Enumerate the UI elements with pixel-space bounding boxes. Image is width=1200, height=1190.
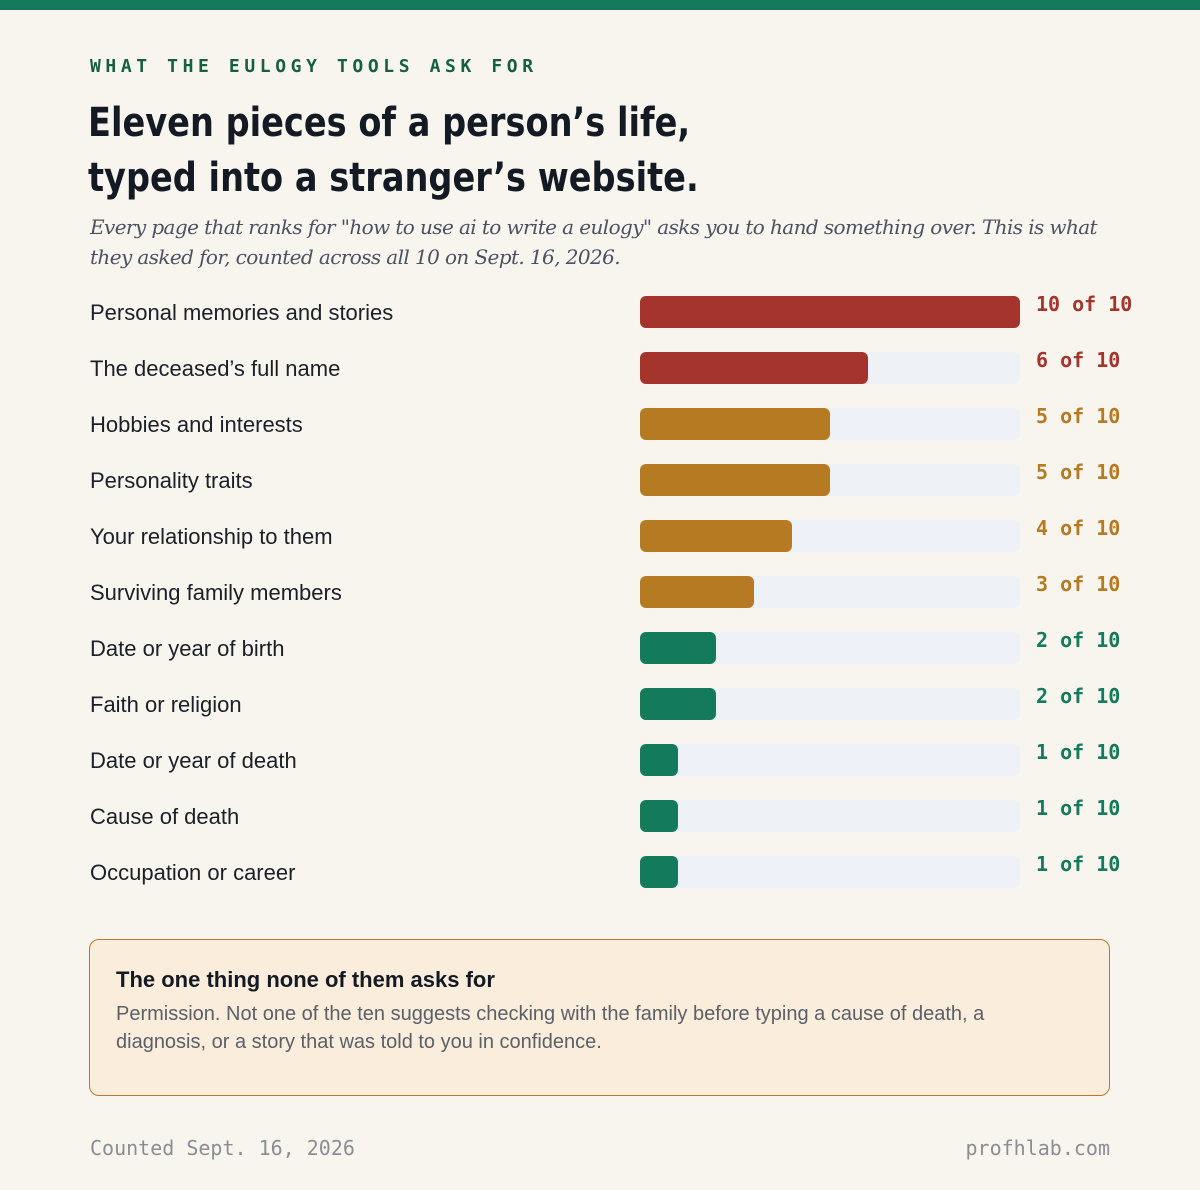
callout-box: The one thing none of them asks for Perm… [89, 939, 1110, 1096]
bar-track [640, 856, 1020, 888]
bar [640, 688, 716, 720]
bar [640, 800, 678, 832]
bar-track [640, 632, 1020, 664]
bar [640, 464, 830, 496]
callout-body: Permission. Not one of the ten suggests … [116, 1003, 985, 1053]
bar [640, 576, 754, 608]
bar-track [640, 800, 1020, 832]
category-label: Personality traits [90, 468, 253, 493]
category-label: Occupation or career [90, 860, 295, 885]
category-label: Cause of death [90, 804, 239, 829]
bar [640, 352, 868, 384]
value-label: 1 of 10 [1036, 852, 1120, 876]
category-label: Date or year of death [90, 748, 297, 773]
bar-track [640, 744, 1020, 776]
value-label: 6 of 10 [1036, 348, 1120, 372]
value-label: 1 of 10 [1036, 796, 1120, 820]
eyebrow-label: WHAT THE EULOGY TOOLS ASK FOR [90, 56, 538, 77]
subtitle: Every page that ranks for "how to use ai… [90, 215, 1098, 269]
bar [640, 856, 678, 888]
value-label: 5 of 10 [1036, 404, 1120, 428]
top-accent-bar [0, 0, 1200, 10]
bar [640, 744, 678, 776]
callout-title: The one thing none of them asks for [116, 967, 495, 992]
bar [640, 520, 792, 552]
value-label: 1 of 10 [1036, 740, 1120, 764]
value-label: 2 of 10 [1036, 684, 1120, 708]
value-label: 5 of 10 [1036, 460, 1120, 484]
category-label: Hobbies and interests [90, 412, 303, 437]
bar [640, 296, 1020, 328]
bar-track [640, 688, 1020, 720]
category-label: Date or year of birth [90, 636, 284, 661]
title-line-1: Eleven pieces of a person’s life, [88, 100, 691, 146]
page-title: Eleven pieces of a person’s life, typed … [88, 96, 844, 206]
value-label: 4 of 10 [1036, 516, 1120, 540]
category-label: Personal memories and stories [90, 300, 393, 325]
bar [640, 408, 830, 440]
category-label: Surviving family members [90, 580, 342, 605]
value-label: 2 of 10 [1036, 628, 1120, 652]
bar [640, 632, 716, 664]
category-label: Faith or religion [90, 692, 242, 717]
value-label: 10 of 10 [1036, 292, 1132, 316]
category-label: The deceased’s full name [90, 356, 340, 381]
footer-date: Counted Sept. 16, 2026 [90, 1136, 355, 1160]
bar-chart: Personal memories and stories 10 of 10 The… [90, 292, 1132, 888]
title-line-2: typed into a stranger’s website. [88, 155, 699, 201]
value-label: 3 of 10 [1036, 572, 1120, 596]
category-label: Your relationship to them [90, 524, 333, 549]
footer-site: profhlab.com [965, 1136, 1111, 1160]
